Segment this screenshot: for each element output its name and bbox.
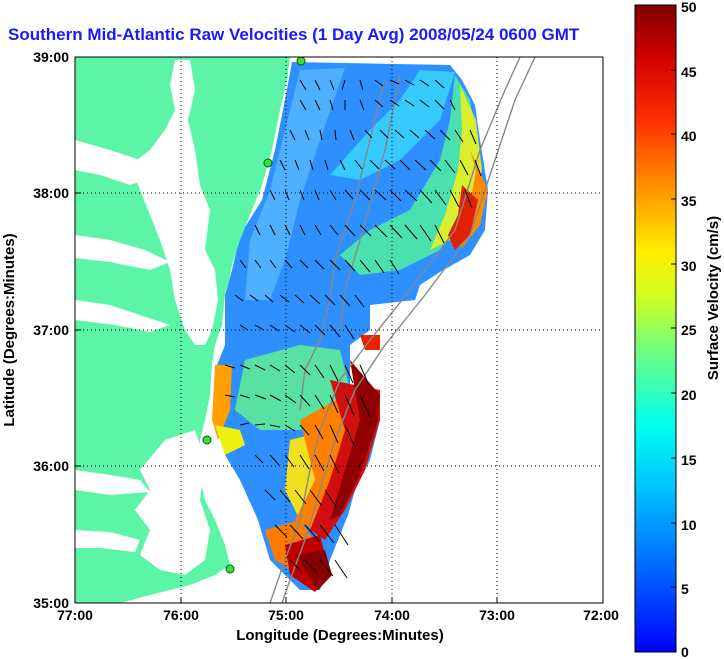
land-mainland	[75, 57, 290, 603]
x-axis: 77:00 76:00 75:00 74:00 73:00 72:00 Long…	[57, 597, 619, 644]
colorbar-gradient	[634, 4, 677, 653]
x-tick-label: 72:00	[583, 607, 619, 623]
x-tick-label: 75:00	[268, 607, 304, 623]
vector-arrows-central	[254, 129, 482, 244]
tidal-river-2	[75, 235, 170, 270]
chart-title: Southern Mid-Atlantic Raw Velocities (1 …	[8, 25, 580, 44]
land-peninsula-shore	[220, 57, 290, 290]
contour-line-4	[339, 74, 401, 331]
colorbar-tick-label: 15	[681, 452, 697, 468]
x-tick-label: 77:00	[57, 607, 93, 623]
x-tick-label: 76:00	[163, 607, 199, 623]
vector-arrows-north	[299, 79, 456, 111]
colorbar-tick-label: 10	[681, 517, 697, 533]
land	[75, 57, 290, 603]
field-darkred-hatteras	[295, 550, 332, 590]
y-axis-label: Latitude (Degrees:Minutes)	[1, 233, 18, 426]
radar-site-2	[263, 158, 273, 168]
colorbar-tick-label: 45	[681, 64, 697, 80]
radar-site-3	[202, 435, 212, 445]
colorbar-tick-label: 0	[681, 644, 689, 659]
radar-site-4	[225, 564, 235, 574]
radar-site-1	[296, 57, 306, 66]
grid-lines	[75, 57, 603, 603]
x-tick-label: 73:00	[479, 607, 515, 623]
radar-sites	[202, 57, 306, 574]
y-tick-label: 35:00	[33, 595, 69, 611]
vector-arrows-midshelf	[234, 259, 400, 340]
contour-line-1	[269, 57, 521, 603]
vector-arrows-south	[224, 364, 371, 579]
field-darkred-south	[330, 360, 380, 520]
tidal-river-5	[75, 530, 140, 552]
y-tick-label: 39:00	[33, 49, 69, 65]
colorbar-label: Surface Velocity (cm/s)	[705, 216, 722, 380]
y-tick-label: 38:00	[33, 185, 69, 201]
y-axis: 39:00 38:00 37:00 36:00 35:00 Latitude (…	[1, 49, 81, 611]
y-tick-label: 37:00	[33, 322, 69, 338]
field-orange-cape	[212, 365, 232, 440]
bathymetry-contours	[269, 57, 536, 603]
colorbar: 50 45 40 35 30 25 20 15 10 5 0 Surface V…	[634, 0, 722, 659]
colorbar-tick-label: 50	[681, 0, 697, 15]
tidal-river-1	[75, 140, 160, 185]
colorbar-tick-label: 20	[681, 387, 697, 403]
colorbar-tick-label: 35	[681, 193, 697, 209]
colorbar-tick-label: 25	[681, 322, 697, 338]
colorbar-tick-label: 30	[681, 258, 697, 274]
colorbar-tick-label: 5	[681, 581, 689, 597]
velocity-vectors	[224, 79, 482, 579]
field-yellow-cape	[215, 425, 245, 455]
x-tick-label: 74:00	[374, 607, 410, 623]
plot-area	[75, 57, 603, 603]
tidal-river-4	[75, 470, 150, 495]
tidal-river-3	[75, 300, 170, 332]
x-axis-label: Longitude (Degrees:Minutes)	[236, 627, 444, 644]
velocity-field	[212, 62, 488, 592]
field-light-blue	[245, 68, 345, 300]
contour-line-3	[299, 79, 386, 411]
field-red-east	[448, 185, 478, 250]
y-tick-label: 36:00	[33, 458, 69, 474]
contour-line-2	[281, 57, 536, 603]
chesapeake-bay	[130, 60, 218, 345]
colorbar-tick-label: 40	[681, 128, 697, 144]
